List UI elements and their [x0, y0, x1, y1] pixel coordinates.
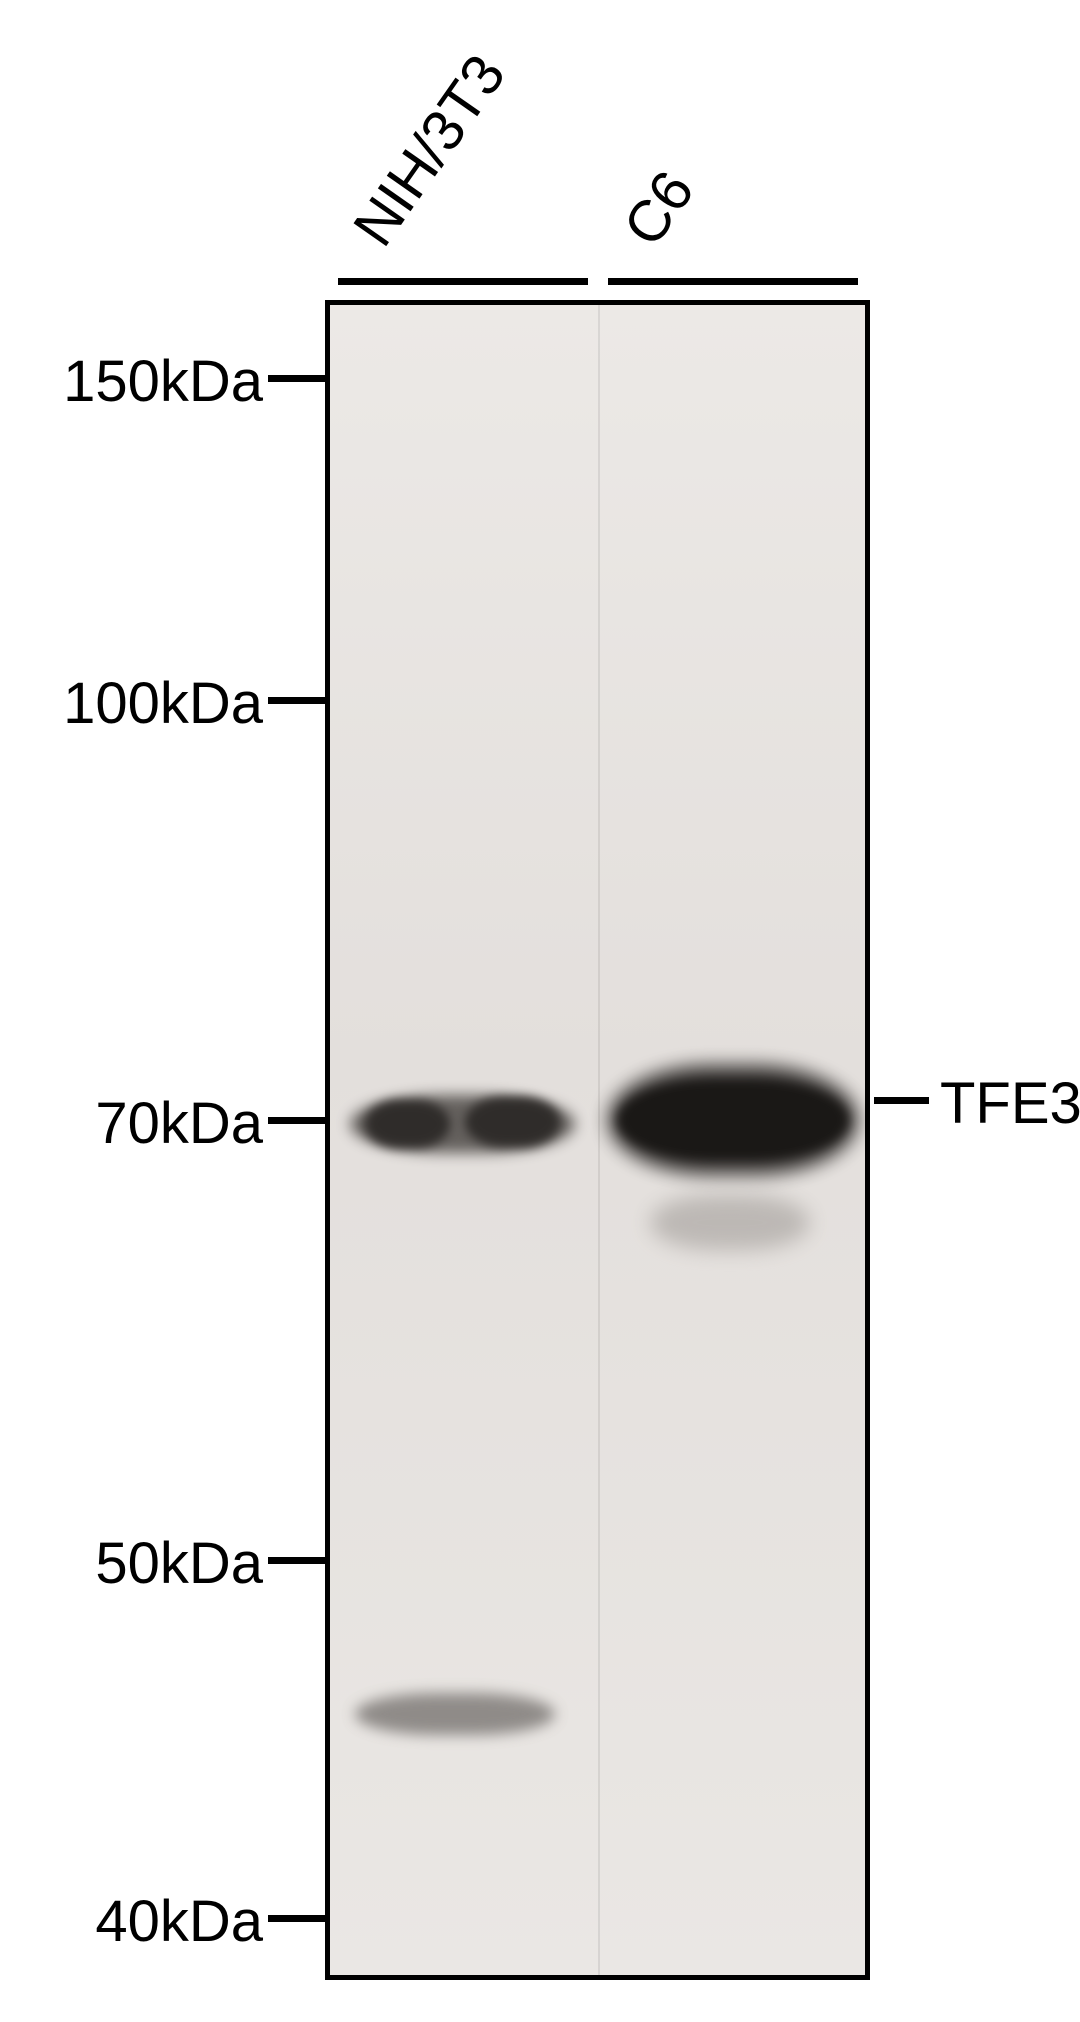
target-label-tfe3: TFE3 [940, 1070, 1080, 1137]
mw-tick-70 [268, 1117, 326, 1124]
mw-tick-100 [268, 697, 326, 704]
band-1 [365, 1100, 450, 1148]
lane-bracket-1 [338, 278, 588, 285]
mw-tick-50 [268, 1557, 326, 1564]
band-6 [650, 1195, 810, 1250]
band-5 [618, 1080, 848, 1160]
lane-label-nih3t3: NIH/3T3 [340, 43, 519, 258]
bands-host [330, 305, 865, 1975]
mw-label-100: 100kDa [38, 670, 263, 737]
blot-membrane [325, 300, 870, 1980]
western-blot-figure: NIH/3T3 C6 150kDa 100kDa 70kDa 50kDa 40k… [0, 0, 1080, 2022]
lane-bracket-2 [608, 278, 858, 285]
target-tick [874, 1097, 929, 1104]
mw-label-50: 50kDa [68, 1530, 263, 1597]
mw-tick-150 [268, 375, 326, 382]
mw-label-40: 40kDa [68, 1888, 263, 1955]
mw-label-70: 70kDa [68, 1090, 263, 1157]
mw-label-150: 150kDa [38, 348, 263, 415]
lane-label-c6: C6 [610, 159, 707, 258]
mw-tick-40 [268, 1915, 326, 1922]
band-3 [355, 1693, 555, 1735]
band-2 [465, 1097, 560, 1147]
